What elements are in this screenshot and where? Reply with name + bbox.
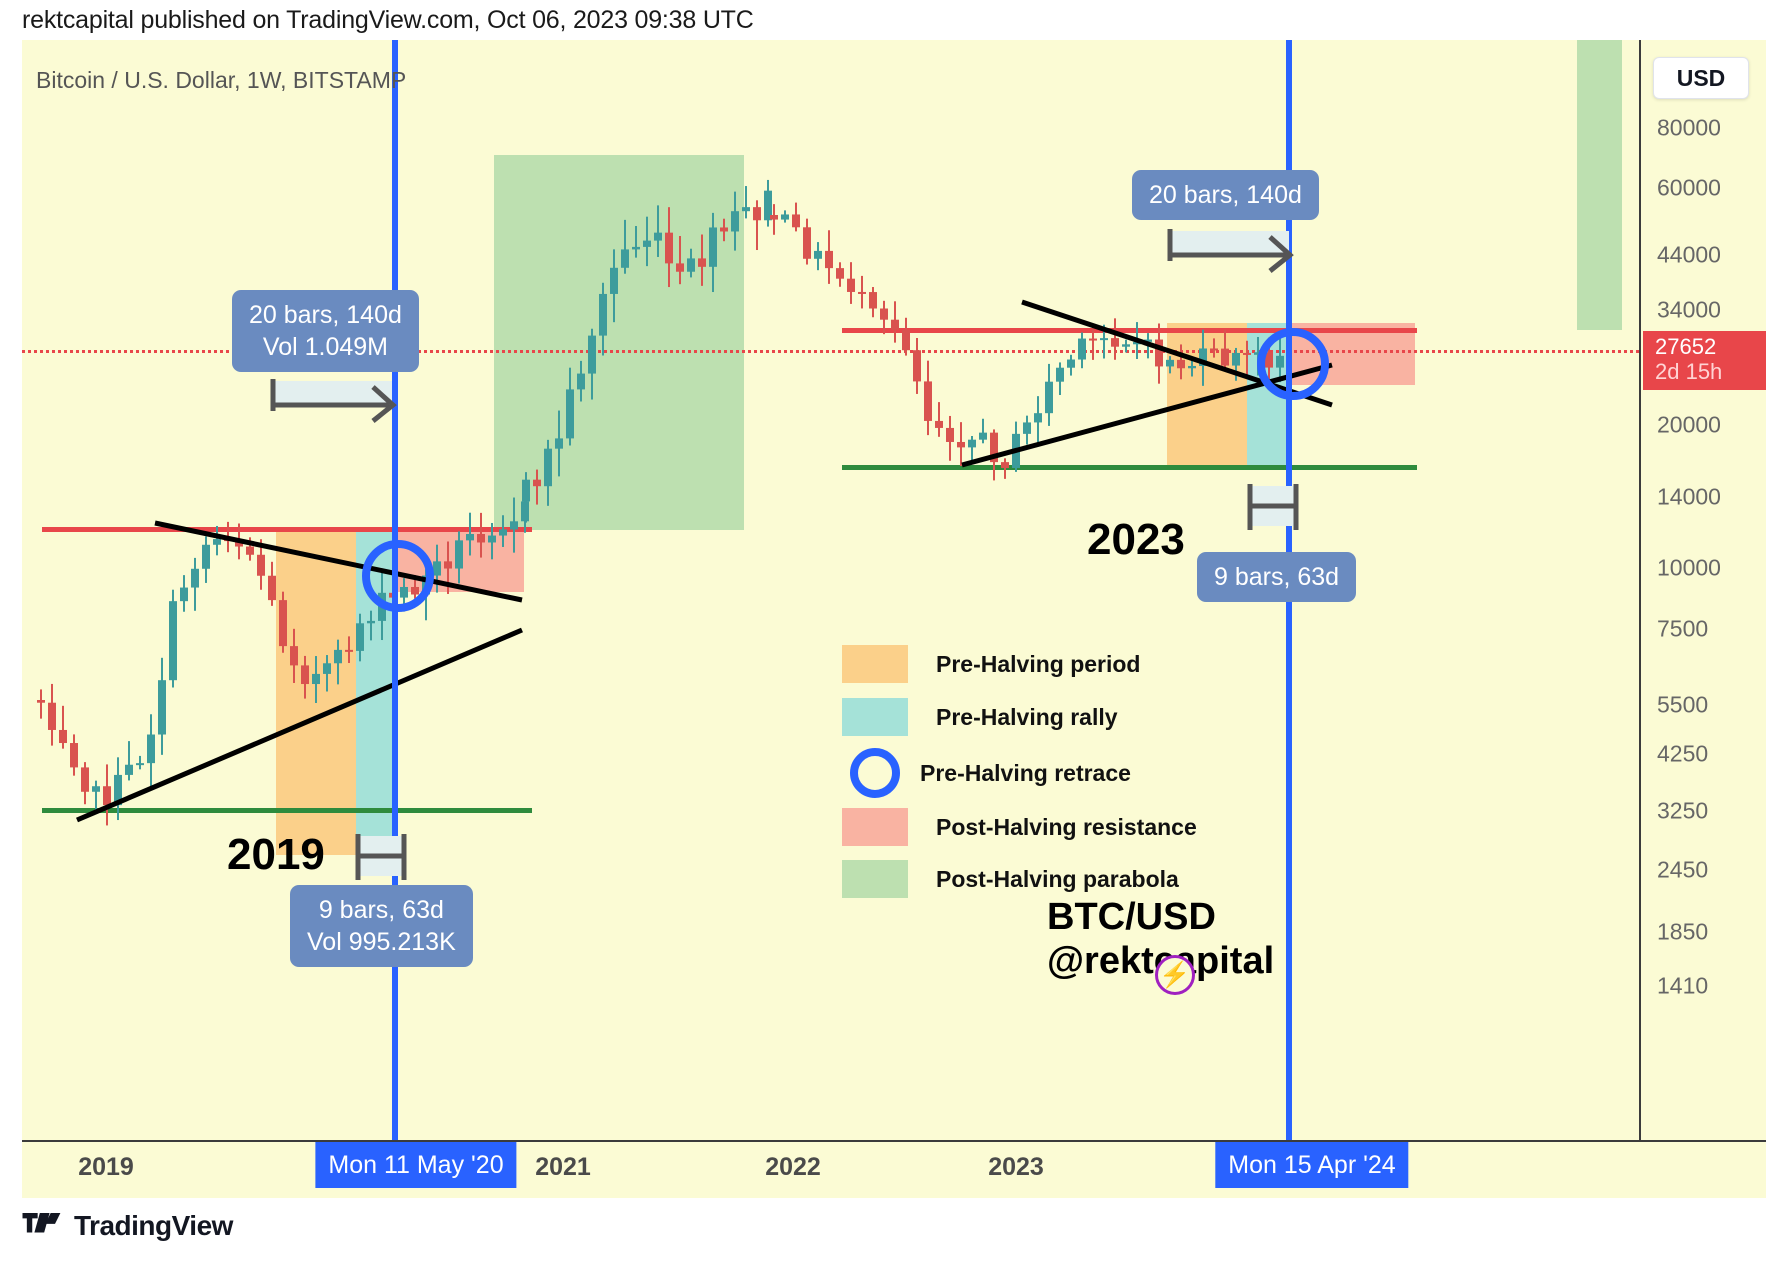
callout-20bars-2024-line1: 20 bars, 140d: [1149, 181, 1302, 209]
legend-label-post-halving-parabola: Post-Halving parabola: [936, 865, 1179, 892]
price-tick-1850: 1850: [1657, 918, 1709, 945]
tradingview-wordmark: TradingView: [74, 1210, 233, 1241]
year-tick-2023: 2023: [988, 1153, 1044, 1181]
legend-item-post-halving-resistance: Post-Halving resistance: [842, 808, 1197, 846]
price-tick-1410: 1410: [1657, 972, 1709, 999]
legend-swatch-post-halving-parabola: [842, 860, 908, 898]
date-chip-1[interactable]: Mon 15 Apr '24: [1215, 1142, 1409, 1188]
resistance-line-2019: [42, 527, 532, 532]
future-parabola-band: [1577, 40, 1622, 330]
legend-circle-icon-pre-halving-retrace: [850, 748, 900, 798]
last-price-value: 27652: [1655, 334, 1717, 359]
legend-label-pre-halving-retrace: Pre-Halving retrace: [920, 759, 1131, 786]
price-tick-80000: 80000: [1657, 114, 1721, 141]
currency-chip[interactable]: USD: [1653, 57, 1749, 99]
price-tick-4250: 4250: [1657, 740, 1709, 767]
legend-label-pre-halving-period: Pre-Halving period: [936, 650, 1141, 677]
watermark-pair: BTC/USD: [1047, 896, 1216, 938]
legend-label-post-halving-resistance: Post-Halving resistance: [936, 813, 1197, 840]
lightning-bolt-glyph: ⚡: [1159, 960, 1191, 989]
support-line-2023: [842, 465, 1417, 470]
retrace-circle-2020: [362, 540, 434, 612]
year-tick-2019: 2019: [78, 1153, 134, 1181]
price-tick-60000: 60000: [1657, 174, 1721, 201]
measure-bracket-20bars-2020: [270, 379, 397, 423]
publisher-header: rektcapital published on TradingView.com…: [0, 0, 1788, 40]
measure-bracket-9bars-2024: [1247, 484, 1299, 530]
last-price-dotted-line: [22, 350, 1639, 353]
measure-bracket-20bars-2024: [1167, 229, 1294, 273]
price-tick-10000: 10000: [1657, 554, 1721, 581]
trendlines: [76, 299, 1333, 823]
legend-item-pre-halving-retrace: Pre-Halving retrace: [842, 748, 1131, 798]
legend-item-pre-halving-rally: Pre-Halving rally: [842, 698, 1118, 736]
price-axis[interactable]: USD 80000 60000 44000 34000 20000 14000 10000 7…: [1639, 40, 1766, 1140]
chart-canvas[interactable]: 20 bars, 140d Vol 1.049M 9 bars, 63d Vol…: [22, 40, 1766, 1140]
date-chip-0[interactable]: Mon 11 May '20: [315, 1142, 517, 1188]
price-tick-20000: 20000: [1657, 411, 1721, 438]
callout-9bars-2020-line2: Vol 995.213K: [307, 928, 456, 956]
support-line-2019: [42, 808, 532, 813]
price-tick-5500: 5500: [1657, 691, 1709, 718]
cycle-label-2019: 2019: [227, 830, 325, 879]
bar-countdown: 2d 15h: [1655, 358, 1723, 384]
tradingview-footer[interactable]: TradingView: [22, 1210, 233, 1242]
callout-9bars-2020[interactable]: 9 bars, 63d Vol 995.213K: [290, 885, 473, 967]
callout-9bars-2024[interactable]: 9 bars, 63d: [1197, 552, 1357, 602]
tradingview-logo-icon: [22, 1213, 61, 1233]
symbol-label: Bitcoin / U.S. Dollar, 1W, BITSTAMP: [36, 67, 407, 93]
cycle-label-2023: 2023: [1087, 515, 1185, 564]
legend-swatch-post-halving-resistance: [842, 808, 908, 846]
price-tick-44000: 44000: [1657, 241, 1721, 268]
callout-20bars-2020-line1: 20 bars, 140d: [249, 301, 402, 329]
price-tick-3250: 3250: [1657, 797, 1709, 824]
year-tick-2021: 2021: [535, 1153, 591, 1181]
lightning-bolt-icon: ⚡: [1155, 955, 1195, 995]
measure-bracket-9bars-2020: [355, 834, 407, 880]
time-axis[interactable]: 2019 2021 2022 2023 Mon 11 May '20 Mon 15 Ap…: [22, 1140, 1766, 1198]
zone-post-halving-parabola-2020: [494, 155, 744, 530]
price-tick-2450: 2450: [1657, 856, 1709, 883]
callout-9bars-2024-line1: 9 bars, 63d: [1214, 563, 1340, 591]
legend-item-pre-halving-period: Pre-Halving period: [842, 645, 1140, 683]
plot-area[interactable]: 20 bars, 140d Vol 1.049M 9 bars, 63d Vol…: [22, 40, 1639, 1140]
callout-9bars-2020-line1: 9 bars, 63d: [318, 896, 444, 924]
year-tick-2022: 2022: [765, 1153, 821, 1181]
candlestick-series: [37, 179, 1284, 826]
price-tick-14000: 14000: [1657, 483, 1721, 510]
publisher-text: rektcapital published on TradingView.com…: [22, 5, 754, 34]
legend-label-pre-halving-rally: Pre-Halving rally: [936, 703, 1118, 730]
legend-swatch-pre-halving-period: [842, 645, 908, 683]
price-tick-34000: 34000: [1657, 296, 1721, 323]
retrace-circle-2024: [1257, 328, 1329, 400]
callout-20bars-2020[interactable]: 20 bars, 140d Vol 1.049M: [232, 290, 419, 372]
last-price-badge: 27652 2d 15h: [1643, 331, 1766, 391]
resistance-line-2023: [842, 328, 1417, 333]
legend-swatch-pre-halving-rally: [842, 698, 908, 736]
legend-item-post-halving-parabola: Post-Halving parabola: [842, 860, 1179, 898]
callout-20bars-2024[interactable]: 20 bars, 140d: [1132, 170, 1319, 220]
callout-20bars-2020-line2: Vol 1.049M: [262, 333, 388, 361]
price-tick-7500: 7500: [1657, 615, 1709, 642]
